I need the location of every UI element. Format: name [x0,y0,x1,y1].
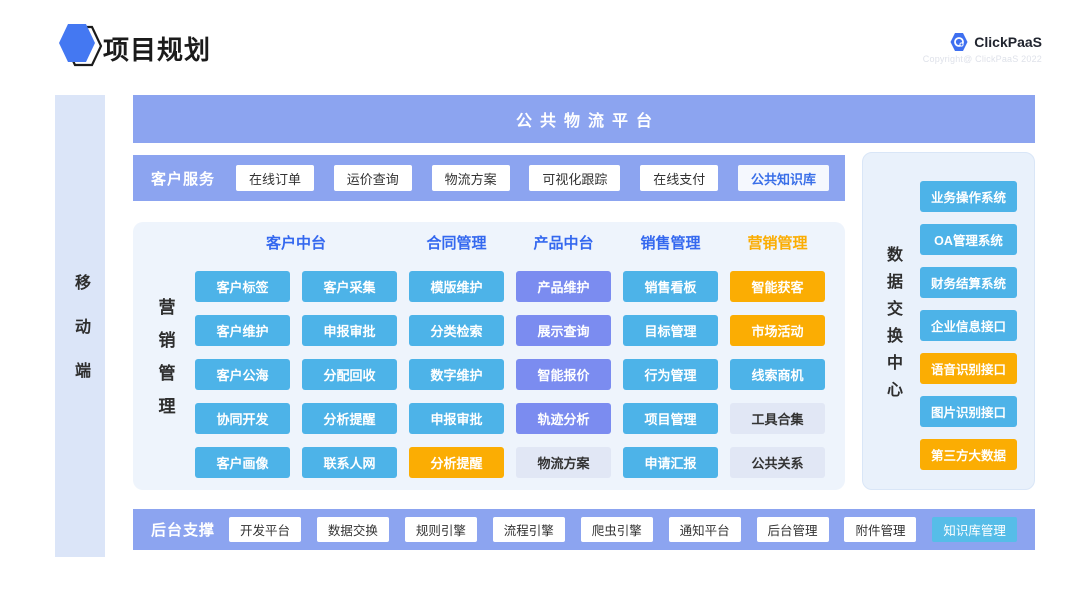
customer-service-label: 客户服务 [151,170,216,188]
grid-cell[interactable]: 行为管理 [623,359,718,390]
grid-cell[interactable]: 客户公海 [195,359,290,390]
grid-cell[interactable]: 线索商机 [730,359,825,390]
grid-cell[interactable]: 申报审批 [409,403,504,434]
backend-button[interactable]: 流程引擎 [492,517,565,542]
data-exchange-side-label-wrap: 数据交换中心 [871,153,913,489]
data-exchange-side-label: 数据交换中心 [884,245,901,408]
grid-cell[interactable]: 客户维护 [195,315,290,346]
grid-cell[interactable]: 联系人网 [302,447,397,478]
grid-cell[interactable]: 客户采集 [302,271,397,302]
platform-banner: 公共物流平台 [133,95,1035,143]
page-title: 项目规划 [103,35,212,65]
grid-cell[interactable]: 分配回收 [302,359,397,390]
data-exchange-item[interactable]: 图片识别接口 [920,396,1017,427]
backend-support-label: 后台支撑 [151,522,216,539]
column-header: 营销管理 [747,234,808,252]
data-exchange-item[interactable]: 财务结算系统 [920,267,1017,298]
data-exchange-panel: 数据交换中心 业务操作系统 OA管理系统 财务结算系统 企业信息接口 语音识别接… [862,152,1035,490]
backend-button[interactable]: 知识库管理 [932,517,1017,542]
data-exchange-item[interactable]: OA管理系统 [920,224,1017,255]
column-header: 客户中台 [265,234,326,252]
clickpaas-logo-icon [950,33,968,51]
grid-cell[interactable]: 数字维护 [409,359,504,390]
platform-banner-label: 公共物流平台 [515,113,660,130]
grid-cell[interactable]: 模版维护 [409,271,504,302]
data-exchange-item[interactable]: 企业信息接口 [920,310,1017,341]
grid-cell[interactable]: 客户标签 [195,271,290,302]
grid-cell[interactable]: 公共关系 [730,447,825,478]
grid-cell[interactable]: 目标管理 [623,315,718,346]
backend-button[interactable]: 附件管理 [844,517,917,542]
backend-button[interactable]: 规则引擎 [404,517,477,542]
grid-cell[interactable]: 展示查询 [516,315,611,346]
grid-cell[interactable]: 分析提醒 [409,447,504,478]
column-header: 产品中台 [533,234,594,252]
grid-cell[interactable]: 市场活动 [730,315,825,346]
grid-cell[interactable]: 智能获客 [730,271,825,302]
backend-button[interactable]: 后台管理 [756,517,829,542]
grid-cell[interactable]: 客户画像 [195,447,290,478]
brand-block: ClickPaaS Copyright@ ClickPaaS 2022 [923,32,1042,64]
data-exchange-item[interactable]: 业务操作系统 [920,181,1017,212]
backend-button[interactable]: 数据交换 [316,517,389,542]
service-button[interactable]: 公共知识库 [737,165,829,191]
module-grid: 客户中台 合同管理 产品中台 销售管理 营销管理 客户标签 客户采集 模版维护 … [195,226,825,478]
customer-service-row: 客户服务 在线订单 运价查询 物流方案 可视化跟踪 在线支付 公共知识库 [133,155,845,201]
marketing-side-label: 营销管理 [155,298,175,430]
service-button[interactable]: 在线订单 [236,165,315,191]
grid-cell[interactable]: 分类检索 [409,315,504,346]
app-logo-icon [59,24,103,67]
grid-cell[interactable]: 工具合集 [730,403,825,434]
data-exchange-item[interactable]: 第三方大数据 [920,439,1017,470]
backend-support-row: 后台支撑 开发平台 数据交换 规则引擎 流程引擎 爬虫引擎 通知平台 后台管理 … [133,509,1035,550]
grid-cell[interactable]: 分析提醒 [302,403,397,434]
grid-cell[interactable]: 销售看板 [623,271,718,302]
brand-name: ClickPaaS [974,34,1042,50]
service-button[interactable]: 运价查询 [333,165,412,191]
grid-cell[interactable]: 产品维护 [516,271,611,302]
service-button[interactable]: 在线支付 [640,165,719,191]
backend-support-buttons: 开发平台 数据交换 规则引擎 流程引擎 爬虫引擎 通知平台 后台管理 附件管理 … [229,517,1017,542]
data-exchange-item[interactable]: 语音识别接口 [920,353,1017,384]
grid-cell[interactable]: 申报审批 [302,315,397,346]
backend-button[interactable]: 通知平台 [668,517,741,542]
grid-cell[interactable]: 物流方案 [516,447,611,478]
column-header: 销售管理 [640,234,701,252]
grid-cell[interactable]: 轨迹分析 [516,403,611,434]
marketing-side-label-wrap: 营销管理 [133,222,197,490]
mobile-side-bar: 移动端 [55,95,105,557]
service-button[interactable]: 物流方案 [431,165,510,191]
brand-copyright: Copyright@ ClickPaaS 2022 [922,54,1042,64]
marketing-management-panel: 营销管理 客户中台 合同管理 产品中台 销售管理 营销管理 客户标签 客户采集 … [133,222,845,490]
grid-cell[interactable]: 协同开发 [195,403,290,434]
column-header: 合同管理 [426,234,487,252]
mobile-side-label: 移动端 [72,274,89,406]
grid-cell[interactable]: 智能报价 [516,359,611,390]
service-button[interactable]: 可视化跟踪 [529,165,621,191]
grid-cell[interactable]: 项目管理 [623,403,718,434]
grid-cell[interactable]: 申请汇报 [623,447,718,478]
backend-button[interactable]: 开发平台 [229,517,302,542]
customer-service-buttons: 在线订单 运价查询 物流方案 可视化跟踪 在线支付 公共知识库 [236,165,829,191]
backend-button[interactable]: 爬虫引擎 [580,517,653,542]
data-exchange-items: 业务操作系统 OA管理系统 财务结算系统 企业信息接口 语音识别接口 图片识别接… [920,181,1017,470]
